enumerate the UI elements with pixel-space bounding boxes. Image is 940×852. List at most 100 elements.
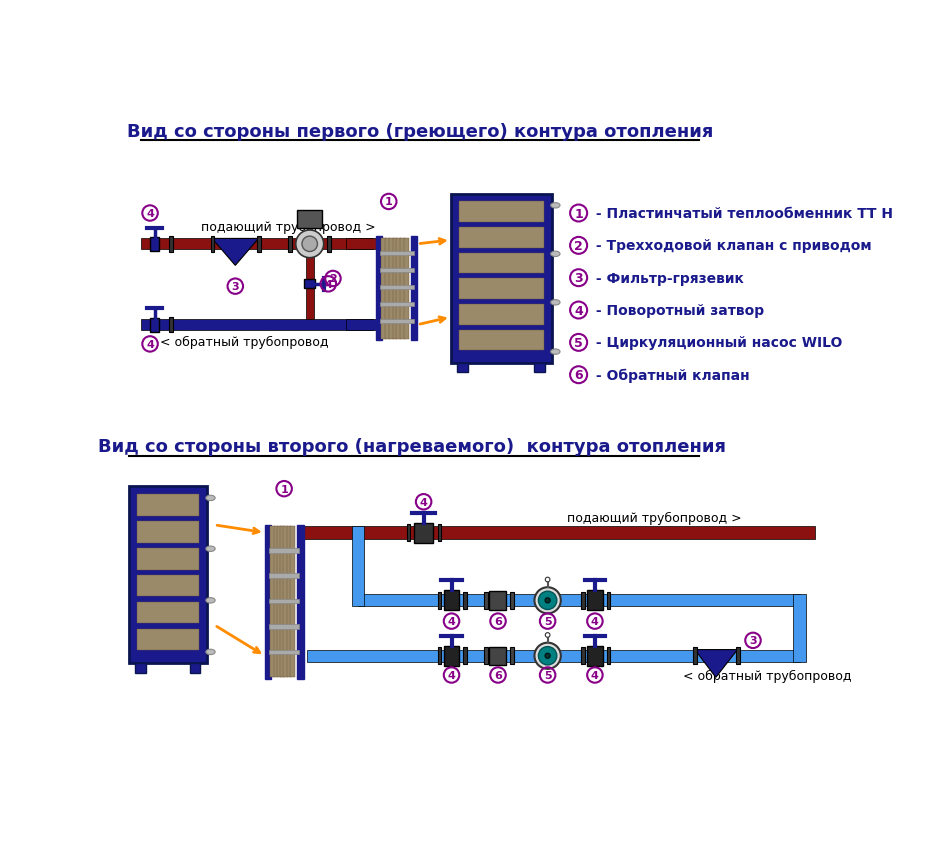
Bar [137,602,199,624]
Text: 2: 2 [329,274,337,284]
Polygon shape [695,650,738,677]
Bar [304,527,815,539]
Circle shape [545,633,550,637]
Bar [346,320,376,331]
Text: 4: 4 [324,279,332,290]
Bar [489,647,506,665]
Bar [346,239,376,250]
Text: 5: 5 [574,337,583,349]
Bar [694,648,697,665]
Bar [509,592,513,609]
Text: 4: 4 [419,498,428,507]
Bar [484,648,488,665]
Bar [509,648,513,665]
Bar [137,575,199,596]
Bar [137,629,199,651]
Bar [280,527,285,677]
Text: - Пластинчатый теплообменник ТТ Н: - Пластинчатый теплообменник ТТ Н [591,207,893,221]
Bar [457,364,468,373]
Bar [459,227,543,249]
Bar [270,573,299,579]
Bar [137,521,199,543]
Bar [129,486,207,664]
Text: - Поворотный затвор: - Поворотный затвор [591,303,764,318]
Text: 1: 1 [384,197,393,207]
Bar [277,527,281,677]
Bar [400,239,405,339]
Text: 1: 1 [280,484,288,494]
Text: - Трехходовой клапан с приводом: - Трехходовой клапан с приводом [591,239,871,253]
Bar [489,591,506,610]
Bar [150,238,160,251]
Text: < обратный трубопровод: < обратный трубопровод [160,336,329,348]
Text: 4: 4 [146,209,154,219]
Bar [459,305,543,325]
Text: 3: 3 [574,272,583,285]
Circle shape [539,591,556,610]
Bar [389,239,394,339]
Bar [307,650,800,662]
Ellipse shape [206,598,215,603]
Bar [581,592,585,609]
Bar [407,525,411,541]
Ellipse shape [551,204,560,209]
Text: - Циркуляционный насос WILO: - Циркуляционный насос WILO [591,336,842,350]
Text: подающий трубопровод >: подающий трубопровод > [567,511,742,524]
Bar [168,318,173,333]
Bar [380,320,414,324]
Text: 4: 4 [447,671,456,680]
Text: 5: 5 [544,616,552,626]
Text: - Обратный клапан: - Обратный клапан [591,368,750,383]
Ellipse shape [206,649,215,655]
Bar [793,595,806,662]
Text: 2: 2 [574,239,583,252]
Bar [380,285,414,290]
Bar [287,527,291,677]
Bar [451,194,552,364]
Text: 4: 4 [447,616,456,626]
Circle shape [302,237,318,252]
Circle shape [545,578,550,582]
Text: подающий трубопровод >: подающий трубопровод > [201,221,376,234]
Ellipse shape [206,496,215,501]
Bar [306,250,314,320]
Bar [376,237,382,341]
Bar [459,254,543,274]
Bar [606,592,610,609]
Bar [274,527,278,677]
Circle shape [535,588,561,613]
Bar [327,237,331,252]
Text: 3: 3 [749,636,757,646]
Bar [484,592,488,609]
Bar [438,648,442,665]
Bar [438,592,442,609]
Bar [297,525,304,679]
Bar [459,331,543,351]
Bar [459,202,543,222]
Text: 4: 4 [146,339,154,349]
Bar [411,237,417,341]
Circle shape [296,231,323,258]
Bar [137,494,199,516]
Bar [444,590,460,611]
Bar [270,625,299,629]
Bar [393,239,398,339]
Polygon shape [212,239,258,266]
Bar [257,237,261,252]
Bar [463,648,467,665]
Bar [290,527,294,677]
Bar [137,549,199,570]
Ellipse shape [551,300,560,306]
Text: 3: 3 [231,282,239,292]
Circle shape [539,647,556,665]
Bar [404,239,409,339]
Bar [305,280,315,289]
Ellipse shape [551,252,560,257]
Bar [588,646,603,666]
Bar [588,590,603,611]
Text: 1: 1 [574,207,583,221]
Bar [463,592,467,609]
Bar [270,650,299,654]
Ellipse shape [206,546,215,552]
Text: 6: 6 [494,671,502,680]
